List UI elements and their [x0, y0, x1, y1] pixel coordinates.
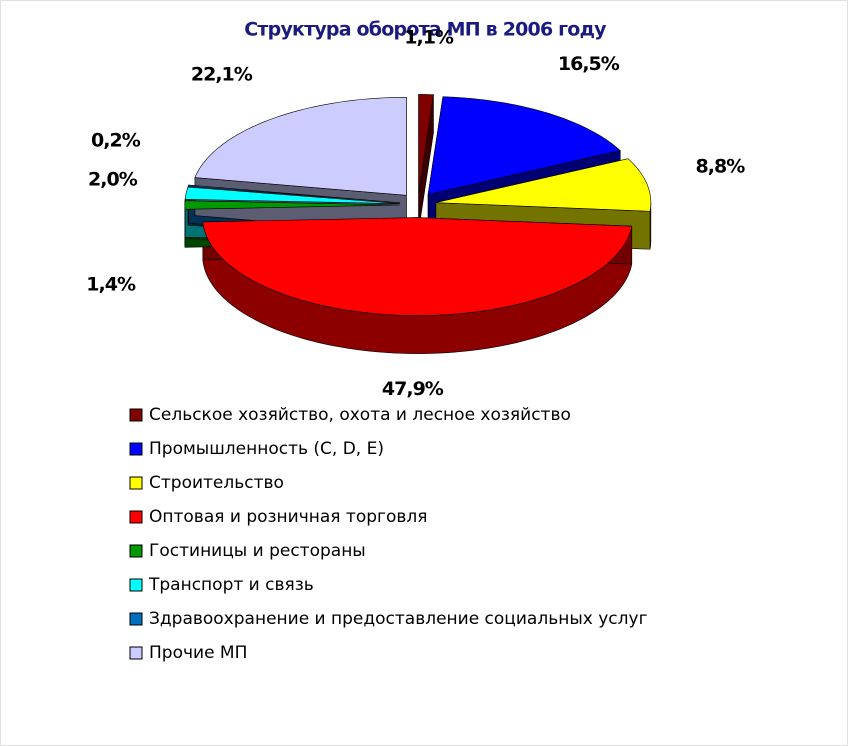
legend-swatch	[129, 544, 143, 558]
slice	[187, 184, 401, 204]
data-label: 1,1%	[404, 27, 454, 49]
data-label: 1,4%	[86, 274, 136, 296]
legend-swatch	[129, 510, 143, 524]
legend-label: Оптовая и розничная торговля	[149, 507, 427, 527]
slice	[184, 200, 400, 210]
legend-label: Прочие МП	[149, 643, 247, 663]
data-label: 8,8%	[696, 156, 746, 178]
legend-label: Гостиницы и рестораны	[149, 541, 366, 561]
data-label: 22,1%	[191, 63, 253, 85]
legend-swatch	[129, 408, 143, 422]
legend-swatch	[129, 476, 143, 490]
slice	[427, 96, 621, 195]
legend-swatch	[129, 578, 143, 592]
legend-label: Сельское хозяйство, охота и лесное хозяй…	[149, 405, 571, 425]
legend-label: Промышленность (C, D, E)	[149, 439, 384, 459]
legend-label: Транспорт и связь	[148, 575, 314, 595]
chart-title: Структура оборота МП в 2006 году	[244, 19, 607, 41]
slice	[435, 158, 652, 212]
slice	[202, 217, 633, 316]
data-label: 0,2%	[91, 130, 141, 152]
legend-label: Строительство	[149, 473, 284, 493]
data-label: 16,5%	[558, 53, 620, 75]
legend-swatch	[129, 442, 143, 456]
legend-swatch	[129, 612, 143, 626]
legend-label: Здравоохранение и предоставление социаль…	[149, 609, 648, 629]
data-label: 47,9%	[382, 378, 444, 400]
slice	[184, 186, 400, 204]
slice	[418, 94, 434, 193]
legend-swatch	[129, 646, 143, 660]
data-label: 2,0%	[88, 169, 138, 191]
slice	[194, 97, 407, 196]
